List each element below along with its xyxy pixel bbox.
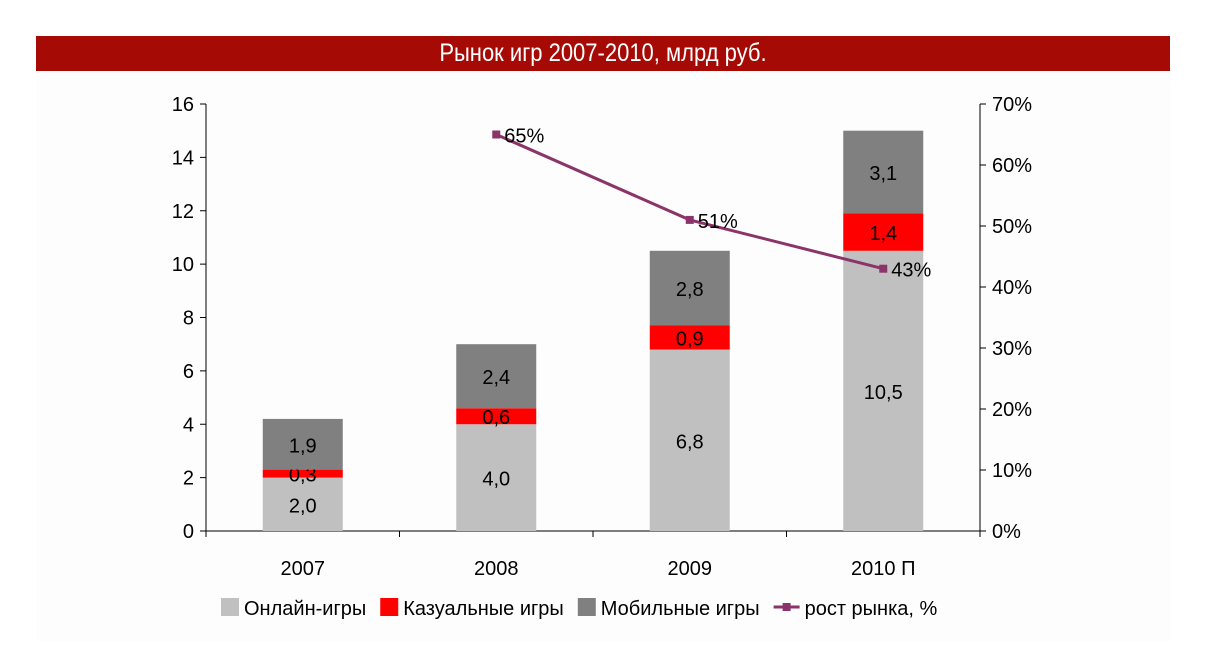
left-tick-label: 8 (183, 308, 194, 330)
legend-line-marker (782, 603, 791, 611)
right-tick-label: 50% (992, 216, 1032, 238)
left-tick-label: 6 (183, 361, 194, 383)
x-tick-label: 2010 П (851, 558, 915, 580)
legend-label: рост рынка, % (805, 598, 938, 620)
bar-segment (262, 418, 343, 470)
bar-data-label: 0,6 (482, 407, 510, 429)
bar-segment (456, 408, 537, 425)
bar-segment (843, 130, 924, 214)
bar-segment (649, 250, 730, 326)
bar-data-label: 2,8 (676, 279, 704, 301)
left-tick-label: 0 (183, 521, 194, 543)
left-tick-label: 12 (172, 201, 194, 223)
left-tick-label: 2 (183, 468, 194, 490)
legend-label: Казуальные игры (403, 598, 564, 620)
x-tick-label: 2007 (281, 558, 326, 580)
growth-marker (492, 130, 501, 139)
bar-segment (456, 344, 537, 409)
bar-data-label: 1,4 (869, 223, 897, 245)
left-tick-label: 4 (183, 414, 194, 436)
x-tick-label: 2008 (474, 558, 519, 580)
right-tick-label: 40% (992, 277, 1032, 299)
legend-swatch (577, 598, 596, 616)
left-tick-label: 16 (172, 94, 194, 116)
bar-data-label: 0,9 (676, 329, 704, 351)
legend-swatch (380, 598, 399, 616)
bar-data-label: 0,3 (289, 465, 317, 487)
bar-data-label: 2,4 (482, 367, 510, 389)
legend-label: Мобильные игры (601, 598, 760, 620)
plot-background (36, 71, 1170, 641)
right-tick-label: 20% (992, 399, 1032, 421)
left-tick-label: 10 (172, 254, 194, 276)
left-tick-label: 14 (172, 147, 194, 169)
bar-data-label: 3,1 (869, 163, 897, 185)
x-tick-label: 2009 (668, 558, 713, 580)
growth-line (495, 133, 884, 271)
bar-segment (843, 213, 924, 251)
right-tick-label: 0% (992, 521, 1021, 543)
right-tick-label: 10% (992, 460, 1032, 482)
bar-data-label: 10,5 (864, 382, 903, 404)
growth-data-label: 65% (504, 126, 544, 148)
chart-title: Рынок игр 2007-2010, млрд руб. (439, 39, 767, 67)
growth-data-label: 51% (698, 211, 738, 233)
bar-segment (843, 250, 924, 531)
right-tick-label: 30% (992, 338, 1032, 360)
bar-segment (649, 349, 730, 531)
bar-segment (649, 325, 730, 350)
bar-data-label: 6,8 (676, 431, 704, 453)
legend-label: Онлайн-игры (244, 598, 366, 620)
right-tick-label: 60% (992, 155, 1032, 177)
legend-swatch (221, 598, 239, 616)
bar-data-label: 4,0 (482, 469, 510, 491)
bar-segment (456, 424, 537, 531)
growth-marker (685, 215, 694, 224)
bar-data-label: 2,0 (289, 495, 317, 517)
chart-title-bar: Рынок игр 2007-2010, млрд руб. (36, 36, 1170, 71)
bar-segment (262, 469, 343, 478)
right-tick-label: 70% (992, 94, 1032, 116)
growth-marker (879, 264, 888, 273)
bar-segment (262, 477, 343, 531)
bar-data-label: 1,9 (289, 435, 317, 457)
growth-data-label: 43% (891, 260, 931, 282)
